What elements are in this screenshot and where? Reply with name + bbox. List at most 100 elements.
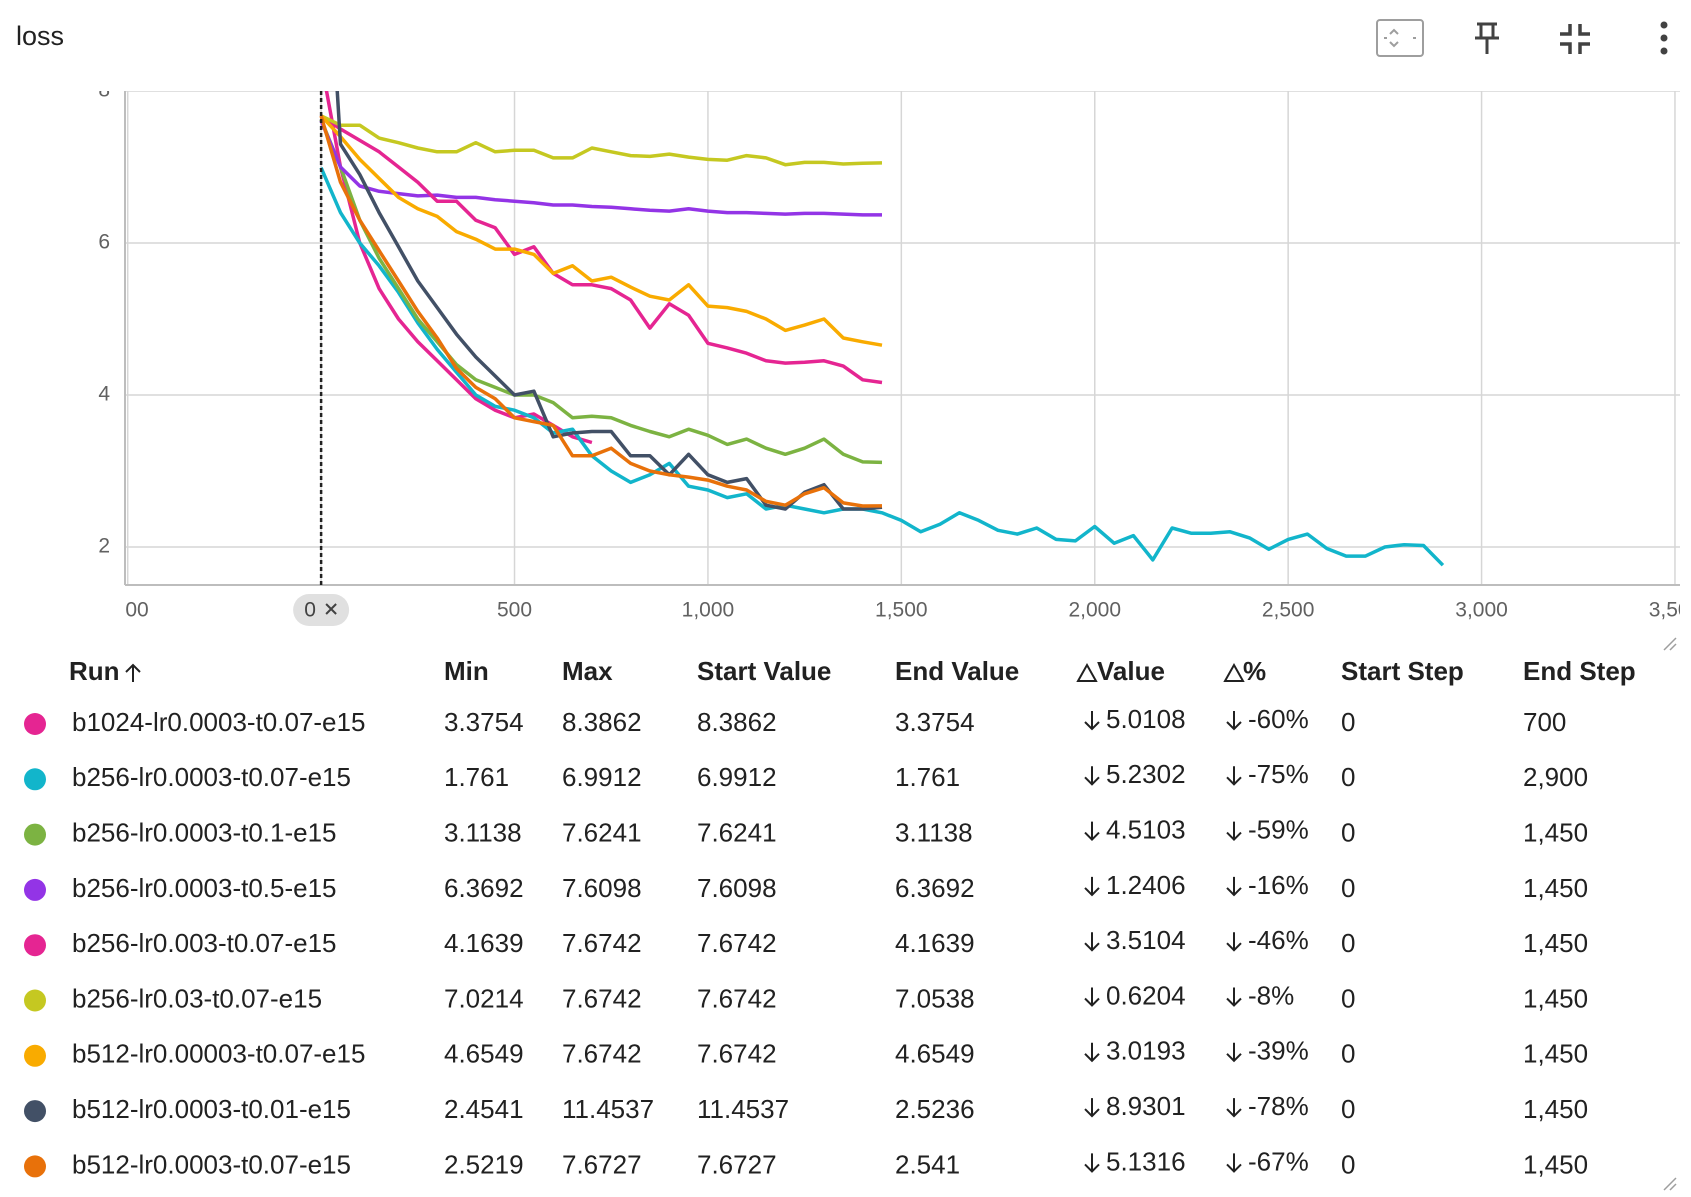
series-line — [335, 91, 883, 511]
delta-icon — [1223, 662, 1245, 682]
collapse-button[interactable] — [1560, 24, 1590, 54]
legend-swatch — [24, 823, 46, 846]
table-cell: 1,450 — [1523, 928, 1588, 958]
table-cell: 1,450 — [1523, 1039, 1588, 1069]
run-name: b256-lr0.03-t0.07-e15 — [72, 983, 322, 1013]
table-cell: 3.1138 — [895, 817, 973, 847]
pin-button[interactable] — [1475, 22, 1499, 54]
grid — [125, 91, 1680, 585]
table-cell: 0 — [1341, 707, 1355, 737]
remove-step-icon[interactable] — [325, 603, 337, 615]
x-tick-labels: -500 500 1,000 1,500 2,000 2,500 3,000 3,500 — [107, 599, 1691, 622]
table-cell: 6.9912 — [697, 762, 777, 792]
table-cell: -8% — [1248, 980, 1294, 1010]
x-tick-label: 1,000 — [682, 599, 735, 622]
table-cell: 0 — [1341, 983, 1355, 1013]
table-cell: 2.4541 — [444, 1094, 524, 1124]
table-cell: 7.6727 — [562, 1149, 642, 1179]
column-header: Min — [444, 656, 489, 686]
column-header: Run — [69, 656, 120, 686]
down-arrow-icon — [1226, 932, 1242, 952]
column-header: Value — [1097, 656, 1165, 686]
column-header: End Step — [1523, 656, 1636, 686]
series-line — [324, 91, 593, 445]
table-cell: 7.6742 — [697, 983, 777, 1013]
table-cell: 4.5103 — [1106, 814, 1186, 844]
run-name: b256-lr0.003-t0.07-e15 — [72, 928, 337, 958]
resize-handle[interactable] — [1663, 637, 1677, 651]
x-tick-label: 3,000 — [1455, 599, 1508, 622]
y-tick-label: 8 — [98, 79, 110, 102]
table-cell: 4.6549 — [895, 1039, 975, 1069]
table-cell: 8.3862 — [562, 707, 642, 737]
legend-swatch — [24, 989, 46, 1012]
run-name: b1024-lr0.0003-t0.07-e15 — [72, 707, 365, 737]
table-cell: 4.6549 — [444, 1039, 524, 1069]
column-header: Start Value — [697, 656, 831, 686]
series-line — [319, 114, 883, 347]
x-tick-label: 1,500 — [875, 599, 928, 622]
series-line — [319, 167, 1445, 567]
table-cell: 5.0108 — [1106, 704, 1186, 734]
table-cell: 7.6742 — [697, 1039, 777, 1069]
series-line — [320, 114, 883, 385]
table-cell: 0 — [1341, 762, 1355, 792]
table-cell: 7.6742 — [697, 928, 777, 958]
x-tick-label: 500 — [497, 599, 532, 622]
fit-button[interactable] — [1376, 19, 1424, 57]
more-button[interactable] — [1660, 21, 1668, 55]
x-tick-label: -500 — [107, 599, 149, 622]
column-header: End Value — [895, 656, 1019, 686]
resize-handle[interactable] — [1663, 1177, 1677, 1191]
x-tick-label: 3,500 — [1649, 599, 1691, 622]
table-cell: 7.6098 — [562, 873, 642, 903]
legend-swatch — [24, 878, 46, 901]
table-cell: 11.4537 — [562, 1094, 654, 1124]
run-name: b256-lr0.0003-t0.5-e15 — [72, 873, 337, 903]
legend-swatch — [24, 1155, 46, 1178]
run-name: b256-lr0.0003-t0.07-e15 — [72, 762, 351, 792]
legend-swatch — [24, 768, 46, 791]
y-tick-label: 4 — [98, 383, 110, 406]
step-chip — [293, 594, 350, 626]
table-cell: -59% — [1248, 814, 1309, 844]
table-cell: 7.6241 — [562, 817, 642, 847]
run-name: b256-lr0.0003-t0.1-e15 — [72, 817, 337, 847]
y-tick-label: 2 — [98, 535, 110, 558]
legend-swatch — [24, 1100, 46, 1123]
down-arrow-icon — [1084, 711, 1100, 731]
table-cell: 1,450 — [1523, 983, 1588, 1013]
legend-swatch — [24, 713, 46, 735]
table-cell: -78% — [1248, 1091, 1309, 1121]
y-tick-labels: 2 4 6 8 — [98, 79, 110, 558]
table-cell: 7.6098 — [697, 873, 777, 903]
table-cell: 0 — [1341, 817, 1355, 847]
down-arrow-icon — [1084, 1153, 1100, 1173]
x-tick-label: 2,000 — [1068, 599, 1121, 622]
y-tick-label: 6 — [98, 231, 110, 254]
table-cell: 6.9912 — [562, 762, 642, 792]
table-cell: 3.3754 — [444, 707, 524, 737]
table-cell: 0 — [1341, 928, 1355, 958]
series-line — [320, 114, 883, 167]
table-cell: 0 — [1341, 1094, 1355, 1124]
run-name: b512-lr0.0003-t0.01-e15 — [72, 1094, 351, 1124]
table-cell: 7.6742 — [562, 983, 642, 1013]
table-cell: 5.2302 — [1106, 759, 1186, 789]
down-arrow-icon — [1226, 821, 1242, 842]
down-arrow-icon — [1084, 821, 1100, 842]
table-cell: -75% — [1248, 759, 1309, 789]
table-cell: 3.3754 — [895, 707, 975, 737]
table-cell: 4.1639 — [444, 928, 524, 958]
table-cell: 2.5236 — [895, 1094, 975, 1124]
table-cell: 1,450 — [1523, 817, 1588, 847]
down-arrow-icon — [1084, 766, 1100, 786]
table-cell: 7.0214 — [444, 983, 524, 1013]
card-title: loss — [16, 21, 64, 51]
table-cell: 3.0193 — [1106, 1036, 1186, 1066]
down-arrow-icon — [1226, 1153, 1242, 1173]
column-header: Max — [562, 656, 613, 686]
table-cell: 8.3862 — [697, 707, 777, 737]
